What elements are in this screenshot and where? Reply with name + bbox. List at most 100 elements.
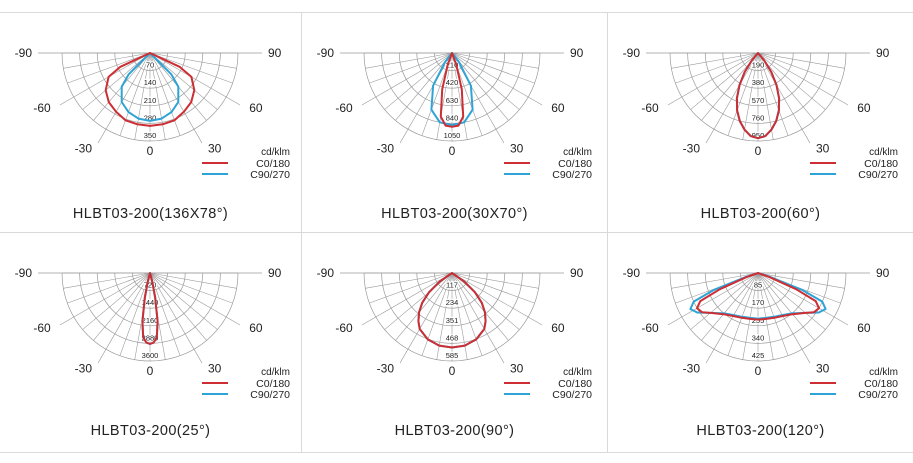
chart-cell-136x78: -90 90 -60 60 -30 30 0 70 140 210 280 350 cd/klm C0/1… xyxy=(0,13,301,232)
grid-spoke xyxy=(757,272,845,289)
legend-label: C0/180 xyxy=(864,158,898,170)
angle-label-0: 0 xyxy=(755,364,762,378)
radial-tick-label: 351 xyxy=(446,316,459,325)
angle-label-90: 90 xyxy=(570,266,584,280)
grid-spoke xyxy=(757,52,845,69)
grid-spoke xyxy=(451,272,520,330)
angle-label-0: 0 xyxy=(147,364,154,378)
grid-spoke-ext xyxy=(667,96,682,106)
grid-spoke xyxy=(365,52,453,69)
grid-spoke xyxy=(757,52,774,140)
legend-label: C0/180 xyxy=(256,158,290,170)
grid-spoke xyxy=(742,52,759,140)
polar-chart-60: -90 90 -60 60 -30 30 0 190 380 570 760 950 cd/klmC0/… xyxy=(623,46,899,181)
grid-spoke xyxy=(384,272,453,330)
radial-tick-label: 425 xyxy=(752,351,765,360)
grid-spoke-ext xyxy=(59,96,74,106)
legend-label: C90/270 xyxy=(858,389,898,401)
grid-spoke xyxy=(701,272,759,341)
grid-spoke xyxy=(713,52,759,130)
grid-spoke xyxy=(105,272,151,350)
angle-label-neg60: -60 xyxy=(335,101,353,115)
grid-spoke xyxy=(757,272,815,341)
angle-label-60: 60 xyxy=(249,101,263,115)
angle-label-30: 30 xyxy=(816,362,830,376)
grid-spoke-ext xyxy=(495,129,505,144)
angle-label-60: 60 xyxy=(249,321,263,335)
angle-label-90: 90 xyxy=(268,266,282,280)
grid-spoke-ext xyxy=(834,316,849,326)
angle-label-neg60: -60 xyxy=(33,321,51,335)
polar-chart-120: -90 90-60 60-30 30085170255340425cd/klmC0/1… xyxy=(623,266,899,401)
series-c0-180-curve xyxy=(735,52,781,140)
radial-tick-label: 280 xyxy=(144,113,157,122)
grid-spoke xyxy=(451,272,535,304)
grid-spoke xyxy=(73,272,151,318)
grid-spoke xyxy=(671,272,759,289)
polar-chart-90: -90 90 -60 60 -30 30 0 117 234 351 468 585 cd/klmC0/… xyxy=(317,266,593,401)
polar-grid xyxy=(340,52,564,144)
model-title: HLBT03-200(90°) xyxy=(394,423,515,439)
grid-spoke-ext xyxy=(801,349,811,364)
grid-spoke xyxy=(451,52,520,110)
angle-label-neg30: -30 xyxy=(75,142,93,156)
grid-spoke xyxy=(451,52,529,98)
radial-tick-label: 350 xyxy=(144,131,157,140)
grid-spoke xyxy=(67,52,151,84)
angle-label-30: 30 xyxy=(510,142,524,156)
angle-label-neg30: -30 xyxy=(683,142,701,156)
angle-label-neg90: -90 xyxy=(317,46,335,60)
radial-tick-label: 117 xyxy=(446,281,458,290)
grid-spoke xyxy=(451,52,509,121)
polar-grid xyxy=(646,52,870,144)
grid-spoke xyxy=(149,272,233,304)
model-title: HLBT03-200(30X70°) xyxy=(381,206,528,222)
chart-cell-30x70: -90 90 -60 60 -30 30 0 210 420 630 840 1050 cd/klm C0… xyxy=(302,13,607,232)
grid-spoke xyxy=(369,52,453,84)
radial-tick-label: 170 xyxy=(752,298,765,307)
angle-label-neg60: -60 xyxy=(335,321,353,335)
grid-spoke xyxy=(451,52,539,69)
grid-spoke xyxy=(681,52,759,98)
grid-spoke-ext xyxy=(361,96,376,106)
model-title: HLBT03-200(60°) xyxy=(700,206,821,222)
angle-label-60: 60 xyxy=(857,321,871,335)
radial-tick-label: 70 xyxy=(146,61,154,70)
grid-spoke xyxy=(369,272,453,304)
grid-spoke xyxy=(93,272,151,341)
grid-spoke-ext xyxy=(528,96,543,106)
grid-spoke xyxy=(451,272,529,318)
legend-label: C0/180 xyxy=(864,378,898,390)
angle-label-30: 30 xyxy=(510,362,524,376)
grid-spoke xyxy=(149,272,237,289)
angle-label-neg90: -90 xyxy=(15,266,33,280)
grid-spoke xyxy=(757,52,841,84)
angle-label-30: 30 xyxy=(208,362,222,376)
radial-tick-label: 840 xyxy=(446,113,459,122)
radial-tick-label: 380 xyxy=(752,78,765,87)
grid-spoke xyxy=(395,52,453,121)
grid-spoke xyxy=(757,52,789,136)
grid-spoke-ext xyxy=(705,349,715,364)
grid-spoke-ext xyxy=(97,349,107,364)
grid-spoke xyxy=(82,52,151,110)
radial-tick-label: 2880 xyxy=(142,333,159,342)
unit-label: cd/klm xyxy=(261,147,290,158)
series-c0-180-curve xyxy=(141,272,159,345)
grid-spoke xyxy=(757,272,835,318)
grid-spoke-ext xyxy=(834,96,849,106)
grid-spoke xyxy=(451,272,497,350)
grid-spoke xyxy=(149,272,207,341)
unit-label: cd/klm xyxy=(869,367,898,378)
unit-label: cd/klm xyxy=(869,147,898,158)
grid-spoke xyxy=(105,52,151,130)
grid-spoke xyxy=(757,272,803,350)
grid-spoke xyxy=(119,272,151,356)
series-c0-180-curve xyxy=(104,52,196,127)
angle-label-neg30: -30 xyxy=(377,142,395,156)
grid-spoke-ext xyxy=(495,349,505,364)
angle-label-0: 0 xyxy=(147,144,154,158)
grid-spoke xyxy=(757,272,826,330)
angle-label-90: 90 xyxy=(268,46,282,60)
angle-label-neg30: -30 xyxy=(683,362,701,376)
